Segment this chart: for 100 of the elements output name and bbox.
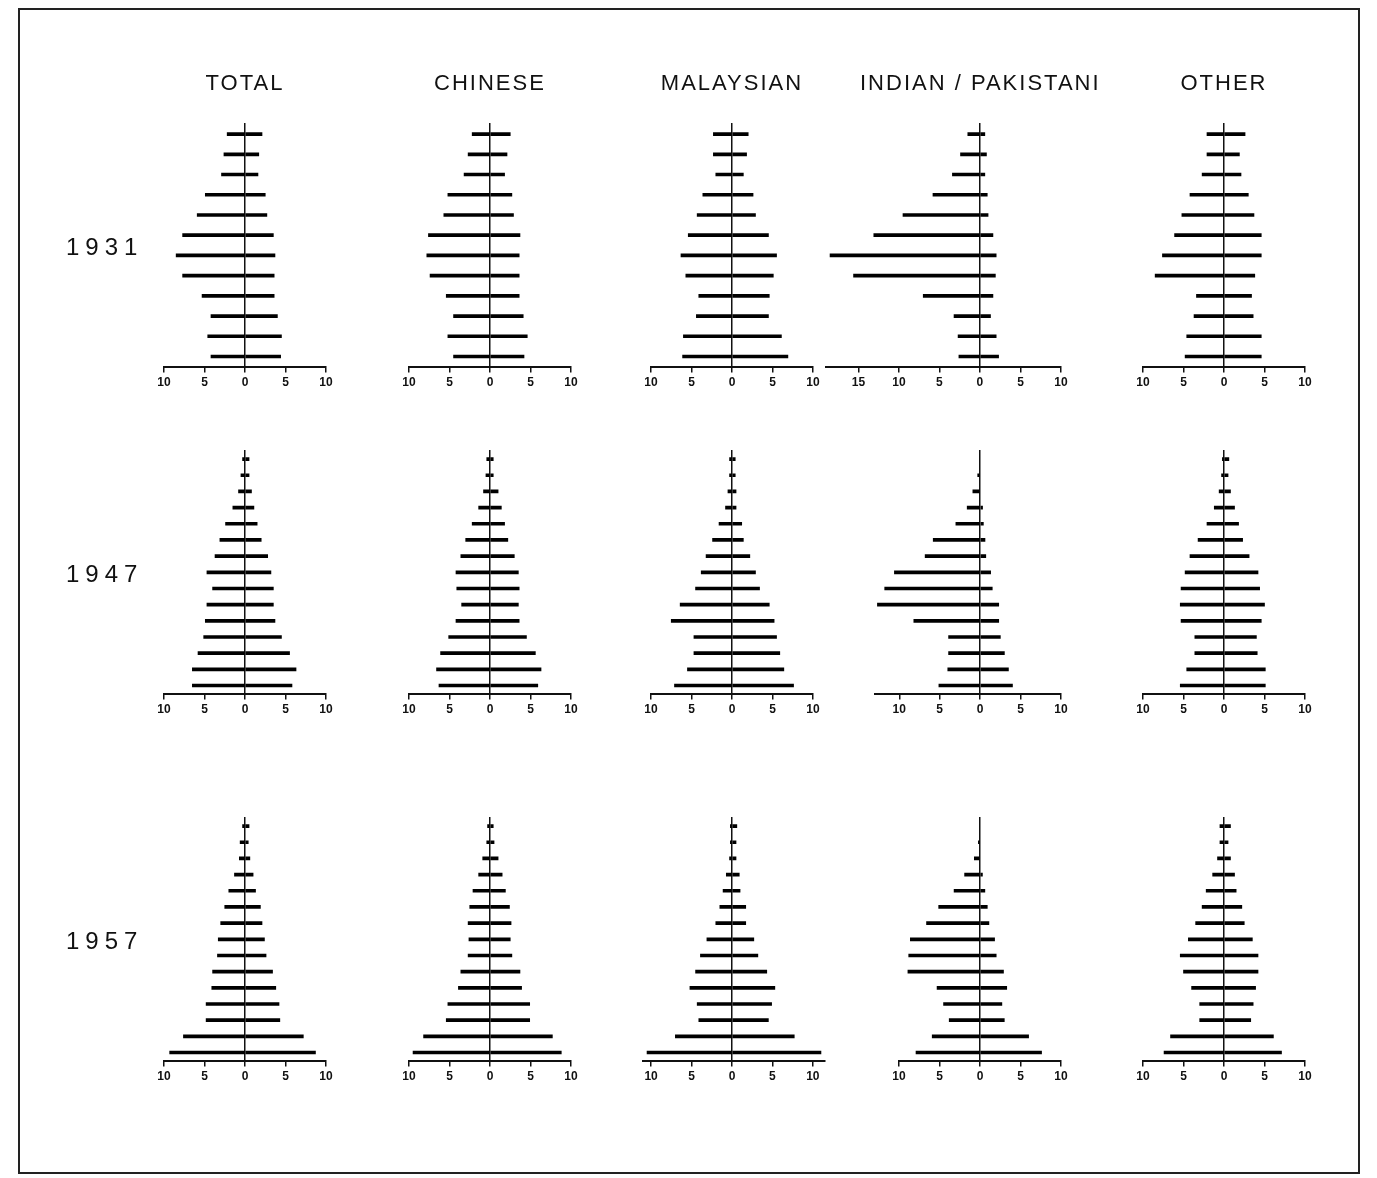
bar: [729, 473, 732, 478]
bar: [1224, 824, 1231, 828]
chart-title: TOTAL: [204, 70, 286, 96]
x-tick-label: 15: [851, 375, 866, 390]
x-tick-label: 5: [1180, 702, 1188, 717]
x-tick-label: 5: [282, 1069, 290, 1084]
bar: [242, 824, 245, 828]
x-tick-label: 5: [1180, 1069, 1188, 1084]
x-tick-label: 0: [241, 1069, 249, 1084]
x-tick-label: 10: [806, 1069, 820, 1084]
bar: [486, 457, 490, 461]
x-tick-label: 10: [1298, 1069, 1312, 1084]
x-tick-label: 10: [402, 375, 416, 390]
bar: [245, 824, 250, 828]
x-tick-label: 5: [1180, 375, 1188, 390]
x-tick-label: 5: [1261, 375, 1269, 390]
x-tick-label: 5: [282, 375, 290, 390]
x-tick-label: 10: [1136, 1069, 1150, 1084]
x-tick-label: 0: [1220, 702, 1228, 717]
x-tick-label: 5: [201, 1069, 209, 1084]
x-tick-label: 0: [728, 1069, 736, 1084]
bar: [1219, 840, 1224, 845]
x-tick-label: 5: [1261, 702, 1269, 717]
x-tick-label: 10: [806, 702, 820, 717]
x-tick-label: 5: [1016, 702, 1024, 717]
x-tick-label: 10: [319, 702, 333, 717]
x-tick-label: 10: [564, 1069, 578, 1084]
x-tick-label: 10: [319, 375, 333, 390]
x-tick-label: 5: [936, 1069, 944, 1084]
bar: [1224, 473, 1229, 478]
x-tick-label: 5: [688, 1069, 696, 1084]
x-tick-label: 0: [486, 1069, 494, 1084]
x-tick-label: 0: [1220, 375, 1228, 390]
x-tick-label: 5: [1017, 1069, 1025, 1084]
y-axis-title: 1947: [66, 560, 144, 588]
x-tick-label: 10: [1136, 375, 1150, 390]
x-tick-label: 5: [936, 375, 944, 390]
x-tick-label: 0: [728, 375, 736, 390]
bar: [974, 856, 980, 861]
chart-title: INDIAN / PAKISTANI: [860, 70, 1101, 96]
x-tick-label: 10: [157, 702, 171, 717]
x-tick-label: 5: [446, 375, 454, 390]
bar: [732, 824, 738, 828]
bar: [1224, 457, 1230, 461]
x-tick-label: 10: [564, 375, 578, 390]
x-tick-label: 0: [976, 1069, 984, 1084]
x-tick-label: 10: [644, 1069, 658, 1084]
x-tick-label: 0: [241, 702, 249, 717]
x-tick-label: 10: [892, 1069, 906, 1084]
x-tick-label: 5: [201, 702, 209, 717]
bar: [245, 473, 250, 478]
x-tick-label: 5: [527, 1069, 535, 1084]
x-tick-label: 10: [1054, 375, 1069, 390]
x-tick-label: 10: [157, 1069, 171, 1084]
y-axis-title: 1931: [66, 233, 144, 261]
x-tick-label: 5: [527, 702, 535, 717]
bar: [732, 457, 736, 461]
chart-title: OTHER: [1179, 70, 1269, 96]
x-tick-label: 10: [1054, 1069, 1068, 1084]
bar: [1224, 840, 1229, 845]
bar: [245, 457, 250, 461]
chart-title: MALAYSIAN: [659, 70, 805, 96]
x-tick-label: 10: [402, 702, 416, 717]
bar: [242, 457, 245, 461]
x-tick-label: 10: [1298, 702, 1312, 717]
x-tick-label: 0: [1220, 1069, 1228, 1084]
bar: [487, 824, 490, 828]
x-tick-label: 10: [564, 702, 578, 717]
x-tick-label: 10: [806, 375, 820, 390]
x-tick-label: 5: [936, 702, 944, 717]
x-tick-label: 5: [688, 375, 696, 390]
x-tick-label: 5: [769, 702, 777, 717]
x-tick-label: 0: [976, 375, 984, 390]
x-tick-label: 0: [976, 702, 984, 717]
x-tick-label: 0: [486, 375, 494, 390]
x-tick-label: 10: [892, 702, 906, 717]
bar: [732, 473, 736, 478]
x-tick-label: 10: [1298, 375, 1312, 390]
x-tick-label: 10: [319, 1069, 333, 1084]
x-tick-label: 10: [1054, 702, 1068, 717]
bar: [490, 457, 494, 461]
x-tick-label: 10: [644, 702, 658, 717]
x-tick-label: 5: [769, 375, 777, 390]
x-tick-label: 5: [1261, 1069, 1269, 1084]
bar: [977, 473, 980, 478]
bar: [955, 521, 980, 526]
x-tick-label: 10: [892, 375, 907, 390]
x-tick-label: 0: [728, 702, 736, 717]
x-tick-label: 0: [486, 702, 494, 717]
x-tick-label: 10: [644, 375, 658, 390]
bar: [239, 840, 245, 845]
x-tick-label: 5: [201, 375, 209, 390]
bar: [490, 473, 494, 478]
x-tick-label: 5: [282, 702, 290, 717]
x-tick-label: 10: [157, 375, 171, 390]
x-tick-label: 0: [241, 375, 249, 390]
bar: [490, 840, 495, 845]
x-tick-label: 5: [768, 1069, 776, 1084]
x-tick-label: 10: [402, 1069, 416, 1084]
bar: [486, 840, 490, 845]
